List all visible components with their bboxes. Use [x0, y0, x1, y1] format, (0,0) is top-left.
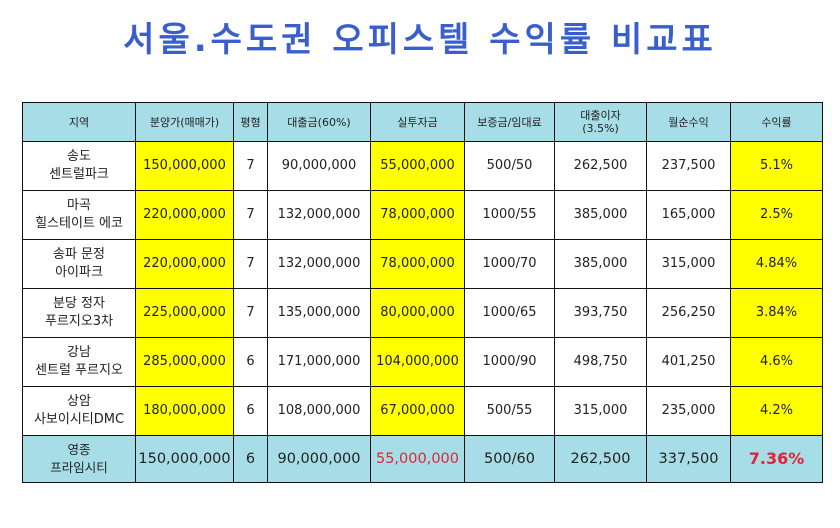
- price-cell: 150,000,000: [135, 141, 234, 191]
- size-cell: 7: [233, 288, 268, 338]
- deposit-cell: 500/55: [464, 386, 555, 436]
- interest-cell: 262,500: [554, 141, 647, 191]
- net-cell: 256,250: [646, 288, 731, 338]
- table-row: 강남 센트럴 푸르지오 285,000,000 6 171,000,000 104,000…: [22, 337, 823, 387]
- table-row: 송도 센트럴파크 150,000,000 7 90,000,000 55,000,000 5…: [22, 141, 823, 191]
- building-name: 아이파크: [55, 265, 103, 280]
- region-name: 송파 문정: [53, 247, 105, 262]
- interest-cell: 393,750: [554, 288, 647, 338]
- region-name: 마곡: [67, 198, 91, 213]
- building-name: 센트럴파크: [49, 167, 109, 182]
- region-name: 분당 정자: [53, 296, 105, 311]
- loan-cell: 132,000,000: [267, 190, 371, 240]
- size-cell: 7: [233, 190, 268, 240]
- price-cell: 220,000,000: [135, 190, 234, 240]
- size-cell: 7: [233, 239, 268, 289]
- table-row-highlight: 영종 프라임시티 150,000,000 6 90,000,000 55,000,000 5…: [22, 435, 823, 483]
- header-region: 지역: [22, 102, 136, 142]
- building-name: 힐스테이트 에코: [35, 216, 123, 231]
- rate-cell: 3.84%: [730, 288, 823, 338]
- table-row: 상암 사보이시티DMC 180,000,000 6 108,000,000 67,000,…: [22, 386, 823, 436]
- net-cell: 337,500: [646, 435, 731, 483]
- interest-cell: 385,000: [554, 190, 647, 240]
- size-cell: 6: [233, 435, 268, 483]
- building-name: 센트럴 푸르지오: [35, 363, 123, 378]
- header-loan: 대출금(60%): [267, 102, 371, 142]
- table-row: 분당 정자 푸르지오3차 225,000,000 7 135,000,000 80,000…: [22, 288, 823, 338]
- loan-cell: 90,000,000: [267, 435, 371, 483]
- deposit-cell: 500/50: [464, 141, 555, 191]
- region-name: 강남: [67, 345, 91, 360]
- interest-cell: 385,000: [554, 239, 647, 289]
- rate-cell: 5.1%: [730, 141, 823, 191]
- deposit-cell: 1000/65: [464, 288, 555, 338]
- header-interest: 대출이자 (3.5%): [554, 102, 647, 142]
- interest-cell: 315,000: [554, 386, 647, 436]
- table-row: 송파 문정 아이파크 220,000,000 7 132,000,000 78,000,0…: [22, 239, 823, 289]
- building-name: 프라임시티: [50, 460, 108, 475]
- cash-cell: 67,000,000: [370, 386, 465, 436]
- building-name: 푸르지오3차: [44, 314, 114, 329]
- header-rate: 수익률: [730, 102, 823, 142]
- price-cell: 225,000,000: [135, 288, 234, 338]
- region-name: 상암: [67, 394, 91, 409]
- loan-cell: 171,000,000: [267, 337, 371, 387]
- deposit-cell: 1000/90: [464, 337, 555, 387]
- cash-cell: 80,000,000: [370, 288, 465, 338]
- page-title: 서울.수도권 오피스텔 수익률 비교표: [123, 20, 717, 60]
- header-price: 분양가(매매가): [135, 102, 234, 142]
- net-cell: 235,000: [646, 386, 731, 436]
- building-name: 사보이시티DMC: [33, 412, 125, 427]
- rate-cell: 2.5%: [730, 190, 823, 240]
- loan-cell: 90,000,000: [267, 141, 371, 191]
- size-cell: 7: [233, 141, 268, 191]
- header-row: 지역 분양가(매매가) 평형 대출금(60%) 실투자금 보증금/임대료 대출이…: [22, 102, 823, 142]
- interest-cell: 498,750: [554, 337, 647, 387]
- region-name: 송도: [67, 149, 91, 164]
- loan-cell: 132,000,000: [267, 239, 371, 289]
- loan-cell: 108,000,000: [267, 386, 371, 436]
- header-size: 평형: [233, 102, 268, 142]
- net-cell: 165,000: [646, 190, 731, 240]
- header-net: 월순수익: [646, 102, 731, 142]
- rate-cell: 7.36%: [730, 435, 823, 483]
- rate-cell: 4.6%: [730, 337, 823, 387]
- interest-cell: 262,500: [554, 435, 647, 483]
- price-cell: 150,000,000: [135, 435, 234, 483]
- region-name: 영종: [67, 442, 91, 457]
- header-cash: 실투자금: [370, 102, 465, 142]
- net-cell: 237,500: [646, 141, 731, 191]
- net-cell: 315,000: [646, 239, 731, 289]
- price-cell: 180,000,000: [135, 386, 234, 436]
- comparison-table: 지역 분양가(매매가) 평형 대출금(60%) 실투자금 보증금/임대료 대출이…: [22, 102, 823, 483]
- price-cell: 285,000,000: [135, 337, 234, 387]
- deposit-cell: 1000/55: [464, 190, 555, 240]
- net-cell: 401,250: [646, 337, 731, 387]
- deposit-cell: 500/60: [464, 435, 555, 483]
- size-cell: 6: [233, 386, 268, 436]
- rate-cell: 4.2%: [730, 386, 823, 436]
- header-deposit: 보증금/임대료: [464, 102, 555, 142]
- price-cell: 220,000,000: [135, 239, 234, 289]
- deposit-cell: 1000/70: [464, 239, 555, 289]
- cash-cell: 78,000,000: [370, 239, 465, 289]
- cash-cell: 78,000,000: [370, 190, 465, 240]
- cash-cell: 55,000,000: [370, 435, 465, 483]
- cash-cell: 104,000,000: [370, 337, 465, 387]
- size-cell: 6: [233, 337, 268, 387]
- rate-cell: 4.84%: [730, 239, 823, 289]
- table-row: 마곡 힐스테이트 에코 220,000,000 7 132,000,000 78,000,…: [22, 190, 823, 240]
- loan-cell: 135,000,000: [267, 288, 371, 338]
- cash-cell: 55,000,000: [370, 141, 465, 191]
